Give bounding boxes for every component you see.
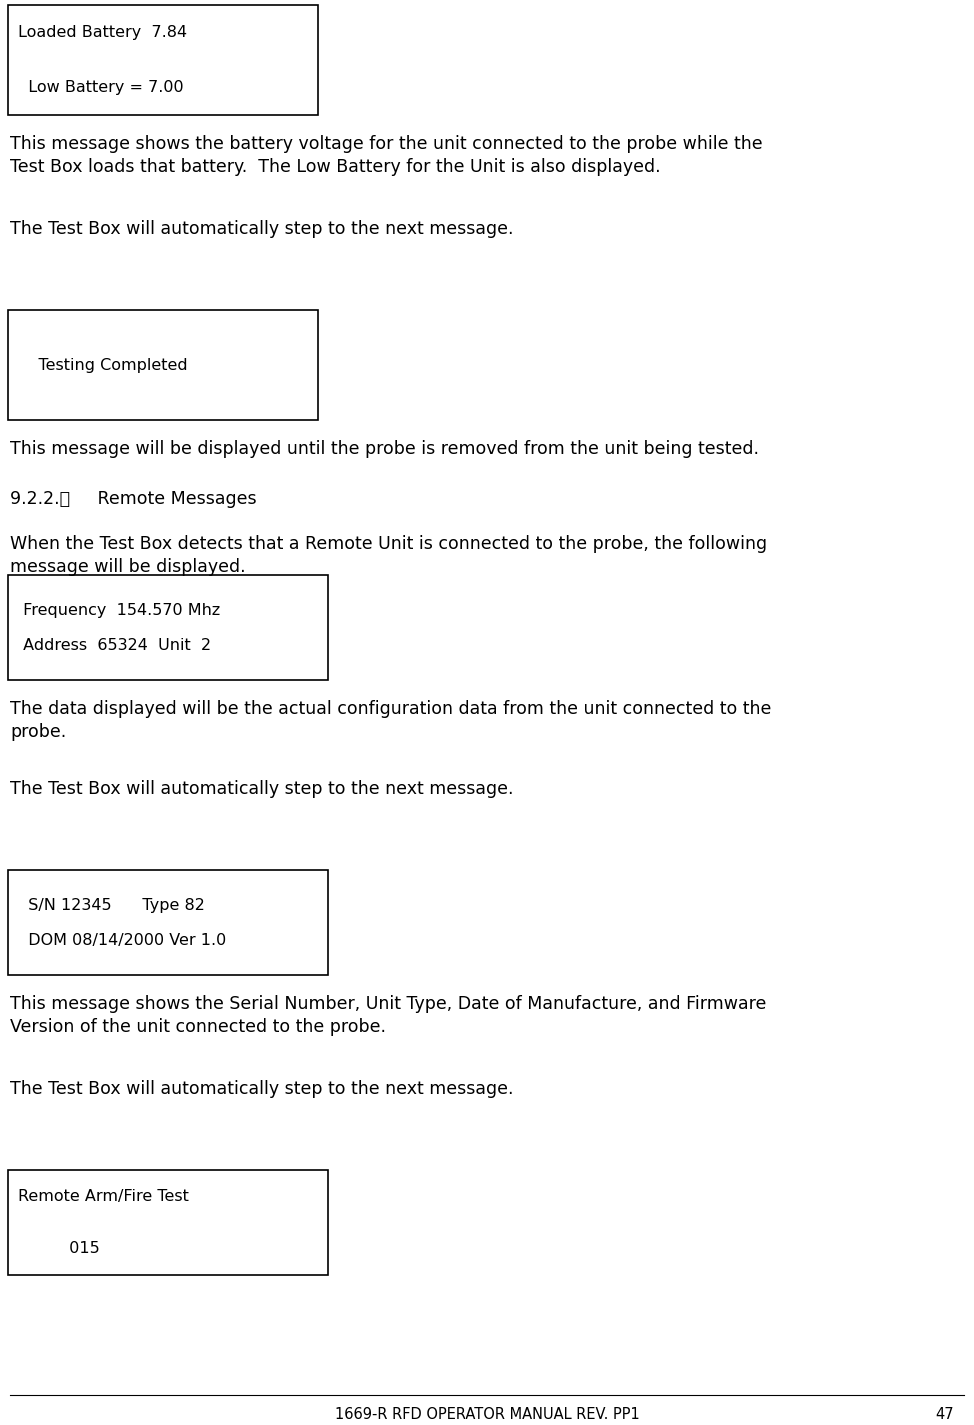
Text: The data displayed will be the actual configuration data from the unit connected: The data displayed will be the actual co… (10, 700, 771, 741)
Text: DOM 08/14/2000 Ver 1.0: DOM 08/14/2000 Ver 1.0 (18, 932, 226, 948)
Text: The Test Box will automatically step to the next message.: The Test Box will automatically step to … (10, 219, 513, 238)
Text: The Test Box will automatically step to the next message.: The Test Box will automatically step to … (10, 779, 513, 798)
Text: Testing Completed: Testing Completed (18, 358, 188, 372)
Bar (8, 576, 328, 680)
Text: This message will be displayed until the probe is removed from the unit being te: This message will be displayed until the… (10, 440, 759, 457)
Text: S/N 12345      Type 82: S/N 12345 Type 82 (18, 898, 205, 912)
Text: Remote Arm/Fire Test: Remote Arm/Fire Test (18, 1188, 189, 1204)
Text: 015: 015 (18, 1241, 99, 1257)
Text: This message shows the Serial Number, Unit Type, Date of Manufacture, and Firmwa: This message shows the Serial Number, Un… (10, 995, 767, 1036)
Text: Address  65324  Unit  2: Address 65324 Unit 2 (18, 637, 211, 653)
Bar (8, 6, 318, 115)
Text: 47: 47 (935, 1406, 954, 1422)
Bar (8, 871, 328, 975)
Bar (8, 1170, 328, 1275)
Text: 1669-R RFD OPERATOR MANUAL REV. PP1: 1669-R RFD OPERATOR MANUAL REV. PP1 (335, 1406, 639, 1422)
Text: The Test Box will automatically step to the next message.: The Test Box will automatically step to … (10, 1080, 513, 1099)
Text: When the Test Box detects that a Remote Unit is connected to the probe, the foll: When the Test Box detects that a Remote … (10, 534, 768, 576)
Text: Loaded Battery  7.84: Loaded Battery 7.84 (18, 26, 187, 40)
Text: This message shows the battery voltage for the unit connected to the probe while: This message shows the battery voltage f… (10, 135, 763, 175)
Text: 9.2.2.	     Remote Messages: 9.2.2. Remote Messages (10, 490, 256, 507)
Text: Frequency  154.570 Mhz: Frequency 154.570 Mhz (18, 603, 220, 617)
Bar (8, 311, 318, 420)
Text: Low Battery = 7.00: Low Battery = 7.00 (18, 80, 184, 95)
